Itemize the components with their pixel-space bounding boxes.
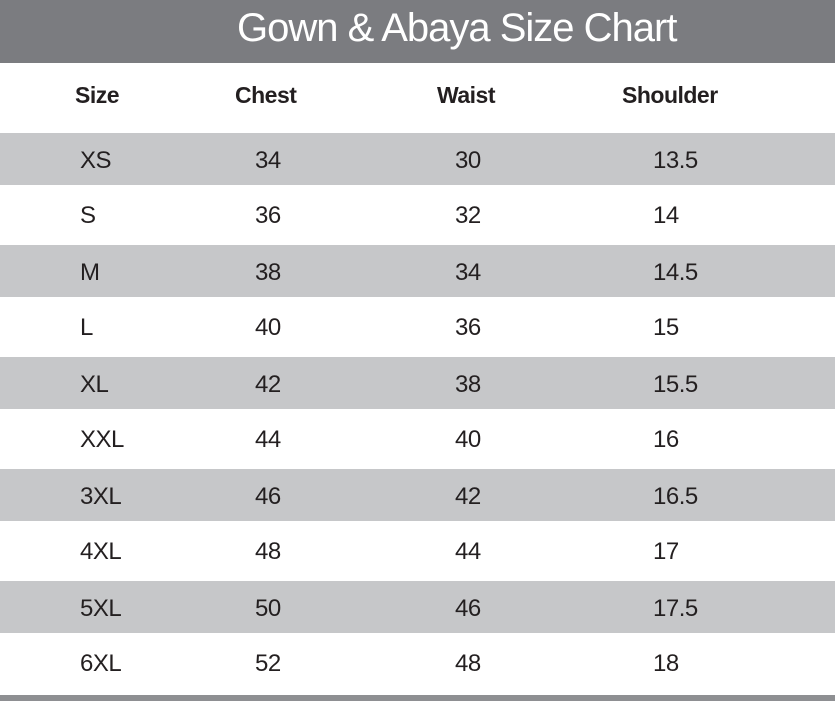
cell-waist: 32 [455,202,481,229]
header-waist: Waist [437,82,496,108]
cell-waist: 46 [455,595,481,622]
cell-size: S [80,202,96,229]
cell-shoulder: 16 [653,426,679,453]
cell-size: XL [80,371,109,398]
table-row: XXL 44 40 16 [0,409,835,469]
cell-chest: 38 [255,259,281,286]
table-row: 5XL 50 46 17.5 [0,581,835,633]
bottom-bar [0,695,835,701]
cell-size: 3XL [80,483,122,510]
cell-waist: 38 [455,371,481,398]
cell-size: XXL [80,426,124,453]
cell-size: XS [80,147,112,174]
cell-chest: 52 [255,650,281,677]
cell-shoulder: 14 [653,202,679,229]
cell-chest: 36 [255,202,281,229]
table-row: M 38 34 14.5 [0,245,835,297]
cell-waist: 30 [455,147,481,174]
cell-size: 5XL [80,595,122,622]
header-shoulder: Shoulder [622,82,718,108]
cell-shoulder: 17 [653,538,679,565]
chart-title: Gown & Abaya Size Chart [237,6,677,50]
cell-size: L [80,314,93,341]
table-row: XS 34 30 13.5 [0,133,835,185]
cell-shoulder: 16.5 [653,483,698,510]
cell-shoulder: 17.5 [653,595,698,622]
table-row: XL 42 38 15.5 [0,357,835,409]
cell-waist: 36 [455,314,481,341]
cell-waist: 40 [455,426,481,453]
cell-waist: 44 [455,538,481,565]
cell-size: M [80,259,100,286]
table-row: L 40 36 15 [0,297,835,357]
cell-shoulder: 18 [653,650,679,677]
cell-waist: 48 [455,650,481,677]
cell-size: 4XL [80,538,122,565]
header-chest: Chest [235,82,297,108]
cell-shoulder: 15.5 [653,371,698,398]
table-row: S 36 32 14 [0,185,835,245]
cell-chest: 40 [255,314,281,341]
title-band: Gown & Abaya Size Chart [0,0,835,63]
table-row: 3XL 46 42 16.5 [0,469,835,521]
cell-chest: 42 [255,371,281,398]
cell-waist: 34 [455,259,481,286]
cell-chest: 44 [255,426,281,453]
table-row: 6XL 52 48 18 [0,633,835,695]
cell-chest: 34 [255,147,281,174]
cell-waist: 42 [455,483,481,510]
header-size: Size [75,82,120,108]
table-row: 4XL 48 44 17 [0,521,835,581]
cell-chest: 46 [255,483,281,510]
cell-size: 6XL [80,650,122,677]
cell-chest: 50 [255,595,281,622]
cell-shoulder: 15 [653,314,679,341]
cell-shoulder: 13.5 [653,147,698,174]
cell-chest: 48 [255,538,281,565]
cell-shoulder: 14.5 [653,259,698,286]
